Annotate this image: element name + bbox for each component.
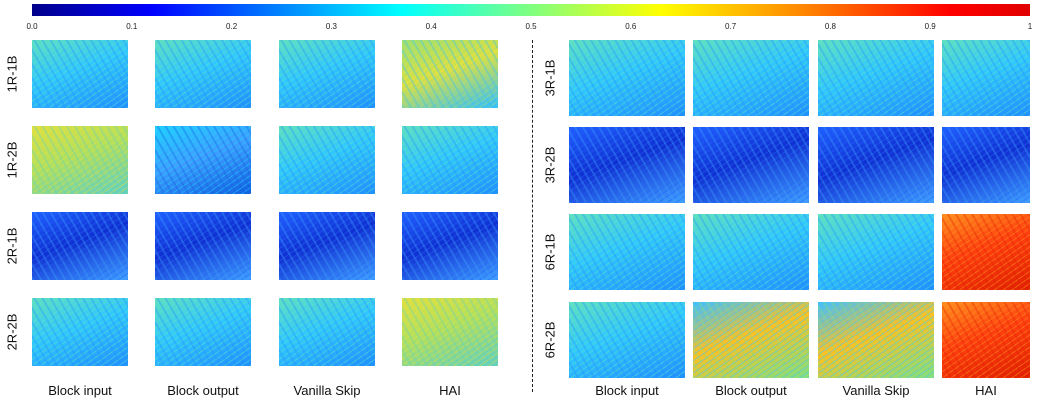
column-label: Block input: [48, 383, 112, 398]
heatmap-image: [693, 40, 809, 116]
heatmap-image: [32, 212, 128, 280]
heatmap-image: [942, 127, 1030, 203]
colorbar-tick-label: 0.4: [426, 22, 437, 31]
row-label: 1R-1B: [5, 56, 20, 93]
heatmap-image: [402, 298, 498, 366]
column-label: HAI: [975, 383, 997, 398]
column-label: HAI: [439, 383, 461, 398]
heatmap-image: [155, 298, 251, 366]
colorbar-tick-label: 0.8: [825, 22, 836, 31]
heatmap-image: [155, 40, 251, 108]
colorbar-tick-label: 0.7: [725, 22, 736, 31]
heatmap-image: [279, 40, 375, 108]
colorbar-tick-label: 1: [1028, 22, 1032, 31]
colorbar-tick-label: 0.3: [326, 22, 337, 31]
heatmap-image: [279, 212, 375, 280]
colorbar-tick-label: 0.2: [226, 22, 237, 31]
heatmap-image: [569, 214, 685, 290]
heatmap-image: [402, 126, 498, 194]
column-label: Block output: [167, 383, 239, 398]
row-label: 2R-1B: [5, 228, 20, 265]
row-label: 2R-2B: [5, 314, 20, 351]
figure: 0.0 0.1 0.2 0.3 0.4 0.5 0.6 0.7 0.8 0.9 1 1R-1B 1R-2…: [0, 0, 1042, 406]
heatmap-image: [402, 40, 498, 108]
heatmap-image: [942, 40, 1030, 116]
heatmap-image: [279, 126, 375, 194]
column-label: Vanilla Skip: [843, 383, 910, 398]
heatmap-image: [279, 298, 375, 366]
heatmap-image: [569, 127, 685, 203]
row-label: 6R-2B: [543, 322, 558, 359]
heatmap-image: [818, 302, 934, 378]
heatmap-image: [818, 127, 934, 203]
row-label: 6R-1B: [543, 234, 558, 271]
column-label: Block input: [595, 383, 659, 398]
panel-divider: [532, 40, 533, 392]
heatmap-image: [569, 40, 685, 116]
colorbar-tick-label: 0.1: [126, 22, 137, 31]
column-label: Block output: [715, 383, 787, 398]
colorbar: [32, 4, 1030, 16]
heatmap-image: [32, 126, 128, 194]
heatmap-image: [693, 214, 809, 290]
heatmap-image: [155, 212, 251, 280]
row-label: 3R-1B: [543, 60, 558, 97]
colorbar-tick-label: 0.9: [925, 22, 936, 31]
heatmap-image: [818, 214, 934, 290]
heatmap-image: [818, 40, 934, 116]
heatmap-image: [693, 127, 809, 203]
column-label: Vanilla Skip: [294, 383, 361, 398]
heatmap-image: [942, 302, 1030, 378]
row-label: 3R-2B: [543, 147, 558, 184]
colorbar-tick-label: 0.0: [26, 22, 37, 31]
heatmap-image: [402, 212, 498, 280]
heatmap-image: [942, 214, 1030, 290]
heatmap-image: [569, 302, 685, 378]
heatmap-image: [155, 126, 251, 194]
heatmap-image: [693, 302, 809, 378]
heatmap-image: [32, 40, 128, 108]
colorbar-tick-label: 0.6: [625, 22, 636, 31]
row-label: 1R-2B: [5, 142, 20, 179]
heatmap-image: [32, 298, 128, 366]
colorbar-tick-label: 0.5: [525, 22, 536, 31]
